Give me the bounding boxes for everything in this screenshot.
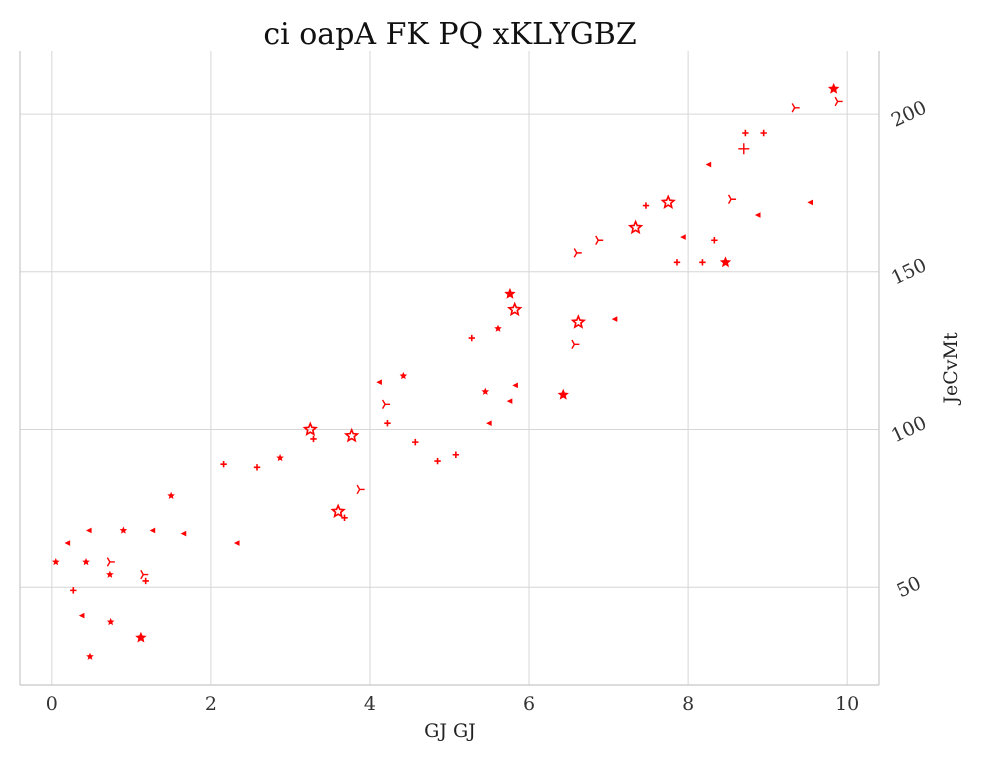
data-point	[106, 557, 115, 567]
plot-frame	[19, 51, 880, 686]
data-point	[434, 457, 441, 465]
y-axis-label: JeCvMt	[940, 332, 962, 406]
data-point	[140, 569, 149, 580]
data-point	[573, 248, 582, 258]
y-tick-label: 50	[893, 572, 924, 602]
x-tick-label: 8	[682, 693, 694, 715]
data-point	[738, 143, 750, 155]
data-point	[341, 514, 348, 522]
chart-title: ci oapA FK PQ xKLYGBZ	[263, 17, 636, 52]
data-point	[642, 202, 650, 209]
data-point	[64, 540, 71, 546]
data-point	[660, 194, 676, 209]
x-tick-label: 10	[835, 693, 859, 715]
x-tick-label: 4	[364, 693, 376, 715]
y-tick-label: 200	[888, 96, 930, 131]
y-tick-label: 100	[888, 412, 930, 447]
data-point	[742, 129, 749, 137]
data-point	[310, 435, 317, 443]
data-point	[302, 421, 319, 437]
data-point	[705, 161, 712, 168]
data-point	[78, 612, 85, 619]
data-point	[356, 484, 365, 495]
data-point	[570, 314, 587, 329]
data-point	[85, 527, 92, 534]
data-point	[220, 461, 227, 468]
data-point	[754, 212, 761, 218]
data-point	[330, 503, 346, 519]
data-point	[412, 438, 419, 446]
data-point	[86, 652, 94, 660]
data-point	[719, 256, 732, 268]
data-point	[507, 301, 523, 317]
x-axis-label: GJ GJ	[424, 720, 476, 742]
x-tick-label: 0	[46, 693, 58, 715]
data-point	[135, 631, 147, 643]
data-point	[376, 379, 382, 385]
data-point	[381, 399, 391, 409]
data-points	[51, 82, 843, 660]
data-point	[834, 96, 843, 107]
data-point	[571, 339, 580, 350]
x-tick-label: 6	[523, 693, 535, 715]
data-point	[506, 398, 513, 404]
data-point	[399, 371, 408, 380]
data-point	[827, 82, 840, 94]
data-point	[343, 427, 360, 443]
data-point	[106, 617, 115, 626]
data-point	[51, 557, 60, 566]
y-tick-label: 150	[888, 254, 930, 289]
data-point	[276, 453, 284, 462]
x-tick-label: 2	[205, 693, 217, 715]
data-point	[791, 103, 800, 113]
data-point	[149, 527, 156, 534]
data-point	[70, 587, 77, 594]
data-point	[673, 259, 681, 266]
data-point	[233, 540, 240, 546]
data-point	[557, 388, 569, 400]
data-point	[106, 570, 114, 578]
data-point	[504, 287, 516, 299]
data-point	[494, 324, 502, 332]
data-point	[807, 199, 813, 206]
data-point	[384, 419, 391, 427]
data-point	[699, 259, 706, 266]
data-point	[253, 464, 261, 471]
data-point	[627, 219, 644, 235]
data-point	[82, 557, 90, 566]
data-point	[512, 382, 518, 389]
tick-labels: 0 2 4 6 8 10 50 100 150 200	[46, 96, 930, 715]
data-point	[760, 129, 767, 137]
data-point	[452, 451, 460, 458]
data-point	[468, 334, 475, 342]
grid	[20, 51, 879, 685]
data-point	[142, 577, 149, 585]
data-point	[611, 316, 618, 322]
data-point	[167, 491, 175, 499]
data-point	[595, 235, 604, 245]
data-point	[486, 420, 492, 426]
data-point	[481, 387, 490, 395]
data-point	[119, 526, 128, 534]
data-point	[180, 530, 187, 537]
data-point	[711, 237, 718, 244]
data-point	[727, 194, 737, 204]
data-point	[680, 234, 686, 240]
